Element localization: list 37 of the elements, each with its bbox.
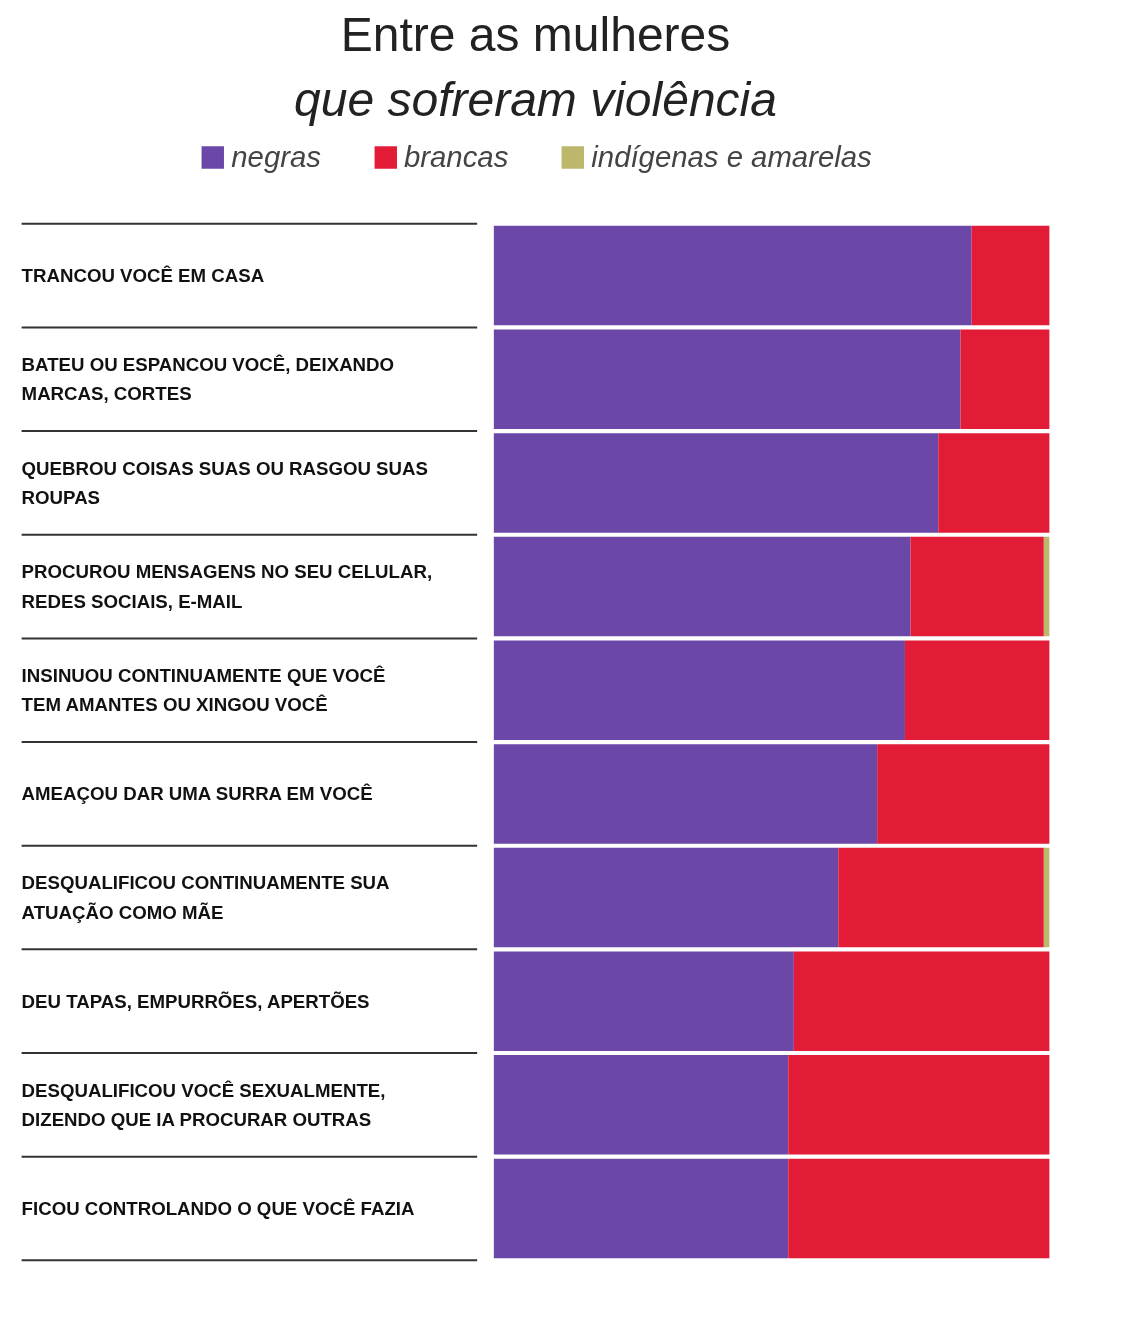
y-tick-label: DESQUALIFICOU VOCÊ SEXUALMENTE, DIZENDO QUE IA PROCURAR OUTRAS	[21, 1079, 386, 1131]
bar	[793, 951, 1050, 1051]
bar	[493, 329, 961, 430]
bar	[493, 847, 839, 948]
y-tick-label: FICOU CONTROLANDO O QUE VOCÊ FAZIA	[21, 1197, 415, 1219]
legend-label: negras	[231, 140, 321, 174]
bar	[910, 536, 1044, 637]
y-tick-label: DESQUALIFICOU CONTINUAMENTE SUA ATUAÇÃO COMO MÃE	[21, 872, 390, 923]
bar	[904, 640, 1050, 740]
bar	[960, 329, 1050, 430]
legend-label: brancas	[403, 140, 509, 174]
bar	[493, 536, 911, 637]
bar	[938, 433, 1050, 533]
bar	[493, 1055, 789, 1155]
y-tick-label: DEU TAPAS, EMPURRÕES, APERTÕES	[21, 990, 370, 1012]
bar	[493, 744, 878, 844]
y-tick-label: INSINUOU CONTINUAMENTE QUE VOCÊ TEM AMANTES OU XINGOU VOCÊ	[21, 665, 386, 716]
bar	[838, 847, 1044, 948]
bar	[493, 951, 794, 1051]
chart-subtitle: que sofreram violência	[294, 72, 777, 126]
bar	[1043, 536, 1050, 637]
bar	[877, 744, 1050, 844]
legend-label: indígenas e amarelas	[591, 140, 872, 174]
bar	[493, 640, 905, 740]
bar	[788, 1158, 1050, 1259]
bar	[971, 225, 1050, 326]
y-tick-label: PROCUROU MENSAGENS NO SEU CELULAR, REDES SOCIAIS, E-MAIL	[21, 561, 433, 612]
bar	[493, 225, 972, 326]
bar	[493, 1158, 789, 1259]
bar	[788, 1055, 1050, 1155]
bar	[493, 433, 939, 533]
bar	[1043, 847, 1050, 948]
chart-title: Entre as mulheres	[340, 7, 731, 61]
y-tick-label: BATEU OU ESPANCOU VOCÊ, DEIXANDO MARCAS, CORTES	[21, 354, 395, 405]
y-tick-label: TRANCOU VOCÊ EM CASA	[21, 265, 265, 287]
y-tick-label: QUEBROU COISAS SUAS OU RASGOU SUAS ROUPAS	[21, 457, 428, 509]
y-tick-label: AMEAÇOU DAR UMA SURRA EM VOCÊ	[21, 783, 373, 805]
